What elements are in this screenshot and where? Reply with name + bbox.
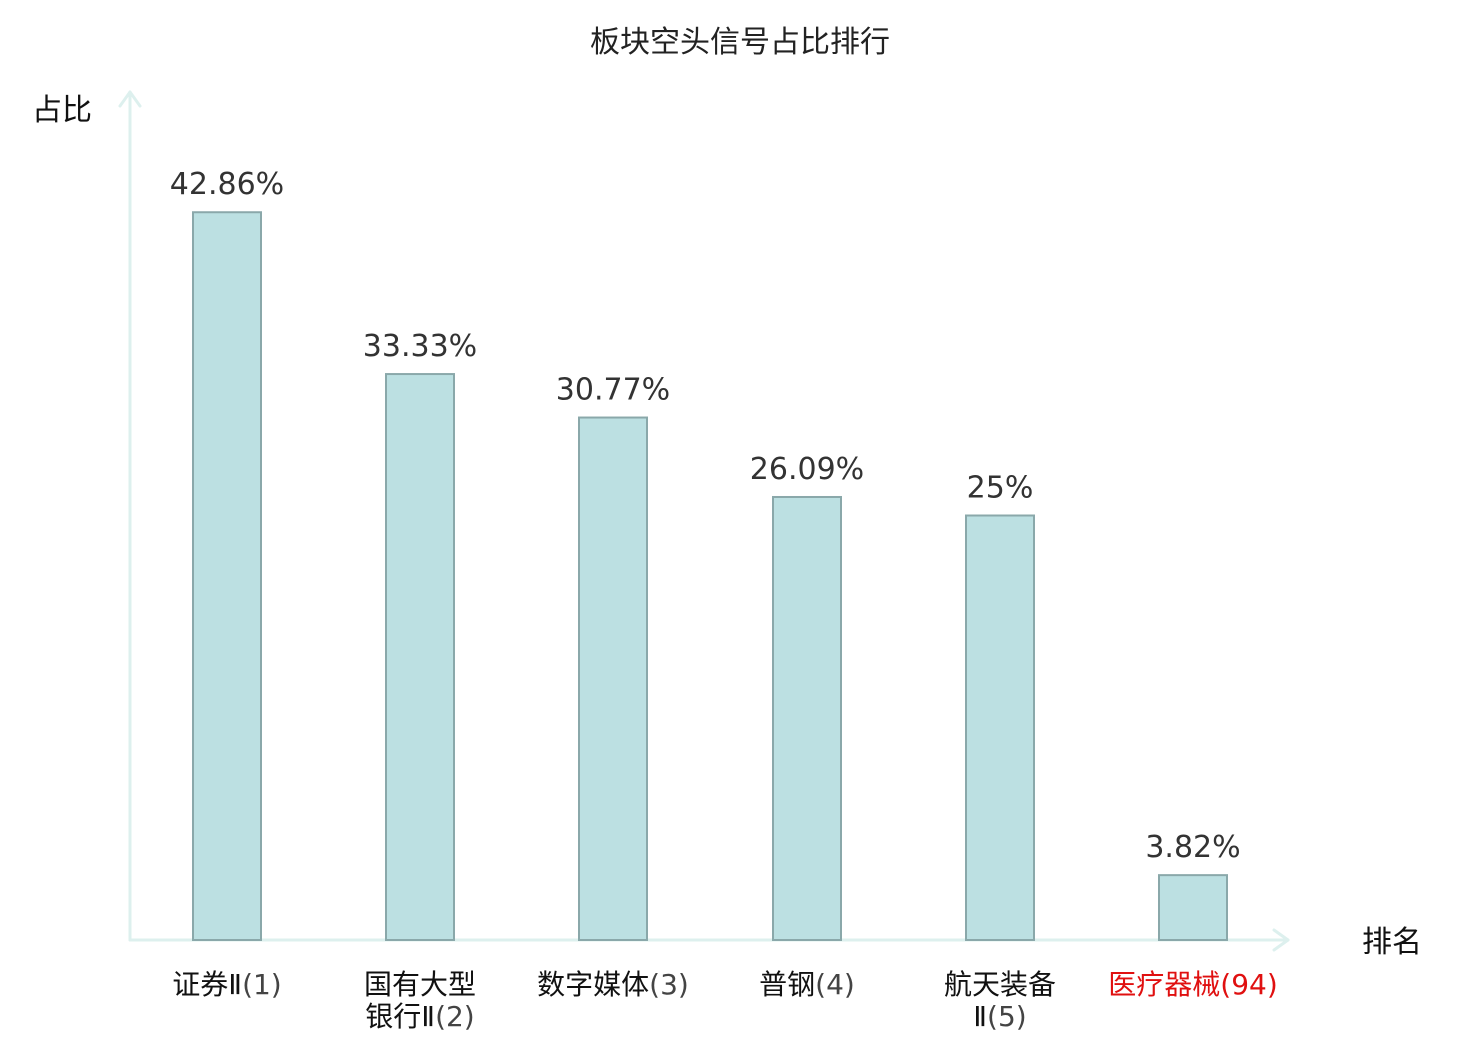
bar-2 (385, 373, 455, 942)
category-label-4: 普钢(4) (759, 968, 855, 1001)
bar-1 (192, 211, 262, 942)
value-labels-group: 42.86% 33.33% 30.77% 26.09% 25% 3.82% (170, 167, 1241, 865)
axes (118, 90, 1290, 952)
value-label-5: 25% (967, 471, 1034, 506)
y-axis-label: 占比 (32, 93, 92, 128)
x-axis-arrow (1272, 928, 1290, 952)
category-label-5-line-2: Ⅱ(5) (973, 1000, 1026, 1033)
category-label-2-line-2: 银行Ⅱ(2) (365, 1000, 474, 1033)
chart-title: 板块空头信号占比排行 (590, 25, 890, 60)
category-rank-3: (3) (649, 968, 689, 1001)
value-label-4: 26.09% (750, 452, 864, 487)
x-axis-label: 排名 (1362, 925, 1422, 960)
category-label-2-line-1: 国有大型 (364, 968, 476, 1001)
value-label-2: 33.33% (363, 329, 477, 364)
category-rank-5: (5) (987, 1000, 1027, 1033)
category-label-6: 医疗器械(94) (1108, 968, 1278, 1001)
category-rank-6: (94) (1220, 968, 1277, 1001)
bar-5 (965, 514, 1035, 941)
value-label-3: 30.77% (556, 373, 670, 408)
value-label-1: 42.86% (170, 167, 284, 202)
bar-4 (772, 495, 842, 941)
bars-group (192, 211, 1228, 942)
y-axis-arrow (118, 90, 142, 108)
bar-3 (578, 416, 648, 941)
value-label-6: 3.82% (1145, 830, 1240, 865)
category-label-5-line-1: 航天装备 (944, 968, 1056, 1001)
category-rank-4: (4) (815, 968, 855, 1001)
category-label-1: 证券Ⅱ(1) (172, 968, 281, 1001)
category-rank-1: (1) (242, 968, 282, 1001)
category-label-3: 数字媒体(3) (537, 968, 689, 1001)
bar-6 (1158, 874, 1228, 942)
category-rank-2: (2) (435, 1000, 475, 1033)
